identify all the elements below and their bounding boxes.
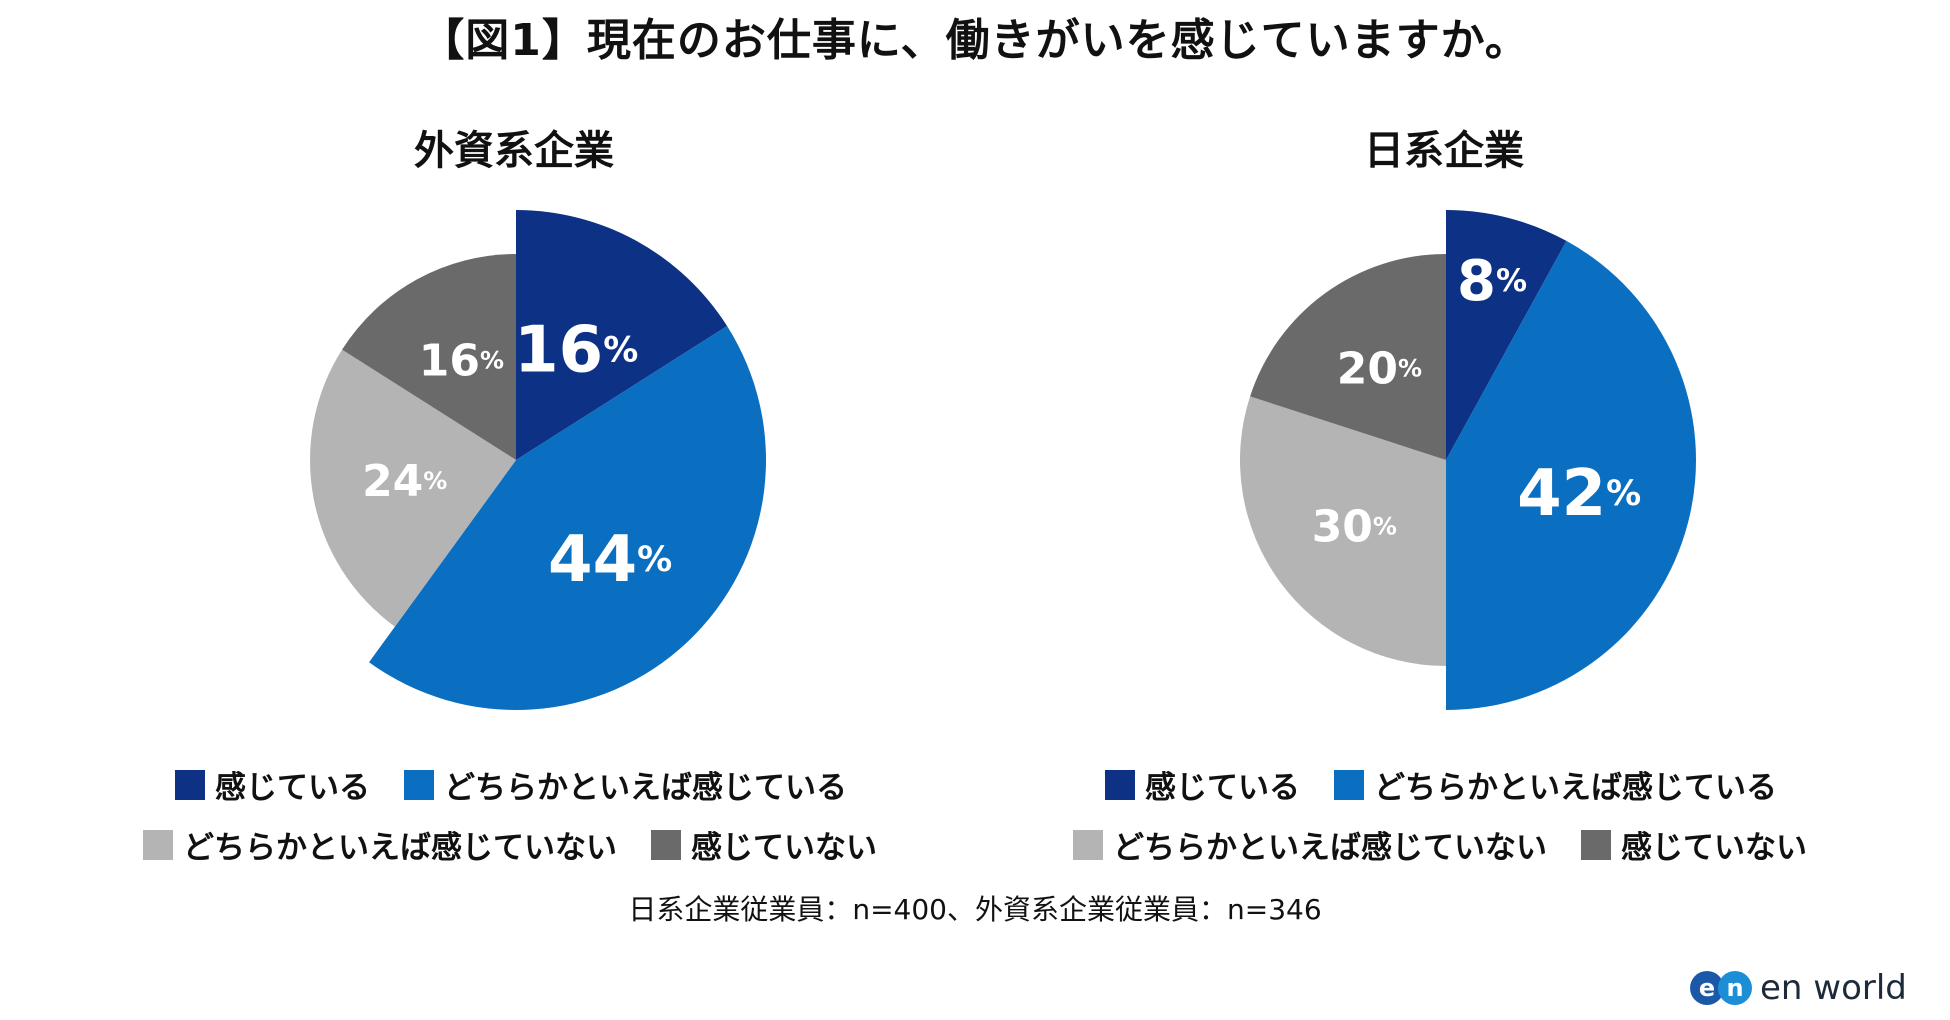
pie-slice-rather-feel xyxy=(1446,240,1696,710)
legend-label-rather-not-feel: どちらかといえば感じていない xyxy=(1113,830,1547,866)
legend-item-not-feel: 感じていない xyxy=(651,822,877,867)
pie-slice-not-feel xyxy=(1250,254,1446,460)
pie-title-foreign: 外資系企業 xyxy=(414,128,614,174)
legend-item-feel: 感じている xyxy=(175,762,370,807)
legend-left-row1: 感じている どちらかといえば感じている xyxy=(175,762,881,807)
legend-label-rather-not-feel: どちらかといえば感じていない xyxy=(183,830,617,866)
pie-label-feel: 16% xyxy=(514,313,638,387)
enworld-logo: e n en world xyxy=(1690,968,1907,1008)
legend-label-not-feel: 感じていない xyxy=(1621,830,1807,866)
legend-swatch-feel xyxy=(1105,769,1135,800)
pie-slice-rather-feel xyxy=(369,326,767,711)
pie-label-rather-feel: 42% xyxy=(1517,457,1641,531)
legend-item-rather-not-feel: どちらかといえば感じていない xyxy=(1073,822,1547,867)
pie-slice-feel xyxy=(1446,210,1567,460)
legend-swatch-rather-not-feel xyxy=(1073,829,1103,860)
pie-title-japanese: 日系企業 xyxy=(1364,128,1524,174)
pie-label-not-feel: 20% xyxy=(1337,343,1422,394)
legend-swatch-not-feel xyxy=(1581,829,1611,860)
legend-swatch-not-feel xyxy=(651,829,681,860)
legend-swatch-feel xyxy=(175,769,205,800)
legend-swatch-rather-feel xyxy=(404,769,434,800)
legend-label-not-feel: 感じていない xyxy=(691,830,877,866)
legend-item-not-feel: 感じていない xyxy=(1581,822,1807,867)
pie-slice-feel xyxy=(516,210,728,460)
legend-item-rather-feel: どちらかといえば感じている xyxy=(404,762,847,807)
legend-item-feel: 感じている xyxy=(1105,762,1300,807)
legend-right-row2: どちらかといえば感じていない 感じていない xyxy=(1073,822,1841,867)
legend-left-row2: どちらかといえば感じていない 感じていない xyxy=(143,822,911,867)
legend-item-rather-not-feel: どちらかといえば感じていない xyxy=(143,822,617,867)
legend-label-rather-feel: どちらかといえば感じている xyxy=(1374,770,1777,806)
legend-swatch-rather-feel xyxy=(1334,769,1364,800)
logo-text: en world xyxy=(1760,968,1907,1008)
pie-label-rather-not-feel: 24% xyxy=(362,456,447,507)
legend-label-feel: 感じている xyxy=(215,770,370,806)
pie-label-rather-feel: 44% xyxy=(548,523,672,597)
chart-title: 【図1】現在のお仕事に、働きがいを感じていますか。 xyxy=(420,15,1530,66)
pie-slice-rather-not-feel xyxy=(310,349,516,627)
pie-chart-japanese: 8% 42% 30% 20% xyxy=(1240,210,1696,710)
pie-slice-not-feel xyxy=(342,254,516,460)
legend-right-row1: 感じている どちらかといえば感じている xyxy=(1105,762,1811,807)
logo-n-mark: n xyxy=(1718,971,1752,1005)
pie-slice-rather-not-feel xyxy=(1240,396,1446,666)
pie-chart-foreign: 16% 44% 24% 16% xyxy=(310,210,767,711)
legend-swatch-rather-not-feel xyxy=(143,829,173,860)
legend-label-rather-feel: どちらかといえば感じている xyxy=(444,770,847,806)
legend-item-rather-feel: どちらかといえば感じている xyxy=(1334,762,1777,807)
sample-size-note: 日系企業従業員：n=400、外資系企業従業員：n=346 xyxy=(628,893,1322,926)
pie-label-not-feel: 16% xyxy=(419,335,504,386)
pie-label-rather-not-feel: 30% xyxy=(1312,501,1397,552)
legend-label-feel: 感じている xyxy=(1145,770,1300,806)
pie-label-feel: 8% xyxy=(1457,248,1527,313)
